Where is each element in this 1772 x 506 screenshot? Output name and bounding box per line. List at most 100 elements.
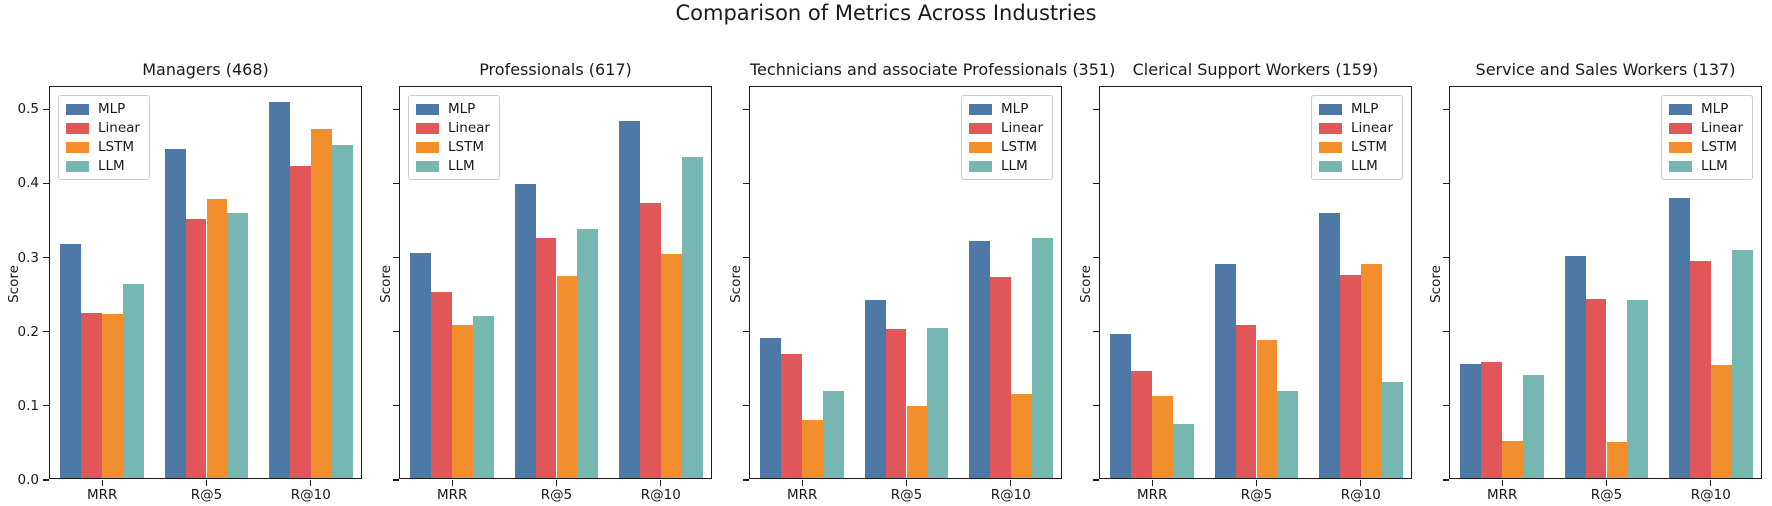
legend-swatch-linear	[416, 122, 439, 134]
legend-swatch-lstm	[969, 141, 993, 153]
x-tick-label: R@5	[190, 487, 223, 503]
legend-label: LSTM	[98, 139, 134, 155]
bar-linear-r-10	[989, 277, 1011, 478]
subplot-title: Professionals (617)	[479, 60, 632, 79]
bar-linear-r-5	[185, 219, 207, 478]
x-tick	[1255, 480, 1258, 486]
subplot-clerical-support-workers-159: Clerical Support Workers (159) Score MRR R@…	[1078, 60, 1412, 503]
bar-linear-r-10	[1339, 274, 1361, 478]
legend-swatch-mlp	[416, 103, 439, 115]
bar-lstm-r-5	[1606, 441, 1628, 478]
legend-item-mlp: MLP	[969, 101, 1043, 117]
legend-item-lstm: LSTM	[66, 139, 140, 155]
bar-linear-mrr	[1131, 371, 1153, 478]
x-tick-label: MRR	[436, 487, 468, 503]
legend-label: Linear	[1351, 120, 1393, 136]
bar-mlp-r-10	[619, 121, 640, 478]
legend-item-lstm: LSTM	[969, 139, 1043, 155]
bar-linear-r-10	[289, 165, 311, 478]
bar-lstm-mrr	[802, 420, 824, 478]
bar-linear-r-5	[1585, 299, 1607, 478]
legend: MLP Linear LSTM LLM	[961, 95, 1053, 180]
bar-llm-r-10	[1731, 250, 1753, 478]
x-tick	[1010, 480, 1012, 486]
y-axis-label: Score	[1428, 264, 1444, 303]
y-tick	[743, 405, 749, 407]
y-tick	[1443, 331, 1449, 333]
y-tick	[1093, 331, 1099, 333]
y-tick-label: 0.2	[17, 323, 39, 340]
x-tick-label: R@10	[1340, 487, 1381, 503]
y-tick	[393, 182, 399, 185]
subplot-technicians-and-associate-professionals-351: Technicians and associate Professionals …	[728, 60, 1115, 503]
bar-lstm-r-10	[310, 128, 332, 478]
legend-swatch-linear	[1319, 122, 1343, 134]
legend-item-llm: LLM	[969, 158, 1043, 174]
legend-item-mlp: MLP	[416, 101, 490, 117]
x-tick-label: R@10	[290, 487, 331, 503]
bar-mlp-r-5	[514, 183, 536, 478]
bar-lstm-r-5	[906, 406, 928, 478]
legend-item-mlp: MLP	[66, 101, 140, 117]
y-tick	[43, 256, 49, 259]
y-tick	[743, 479, 749, 481]
legend-swatch-llm	[1669, 160, 1693, 172]
bar-lstm-mrr	[1502, 440, 1524, 478]
legend-label: Linear	[98, 120, 140, 136]
bar-llm-r-5	[927, 328, 949, 478]
bar-linear-mrr	[81, 312, 103, 478]
bar-mlp-mrr	[410, 252, 432, 478]
legend-label: MLP	[98, 101, 126, 117]
y-tick	[43, 331, 49, 333]
chart-title: Comparison of Metrics Across Industries	[675, 1, 1097, 25]
subplot-managers-468: Managers (468) Score 0.0 0.1 0.2 0.3 0.4 0.5 MRR…	[6, 60, 362, 503]
bar-linear-mrr	[1481, 362, 1503, 478]
y-tick-label: 0.4	[17, 175, 39, 192]
legend-item-linear: Linear	[416, 120, 490, 136]
bar-mlp-r-10	[1319, 213, 1340, 478]
y-tick	[743, 108, 749, 110]
x-tick-label: R@5	[1240, 487, 1273, 503]
bar-lstm-r-5	[1256, 340, 1278, 478]
bar-linear-r-10	[1689, 260, 1711, 478]
legend-item-llm: LLM	[1669, 158, 1743, 174]
legend-label: LSTM	[1701, 139, 1738, 155]
bar-llm-r-5	[577, 228, 599, 478]
bar-llm-r-5	[1277, 390, 1299, 478]
bar-mlp-r-5	[1564, 256, 1586, 478]
legend-item-linear: Linear	[1319, 120, 1393, 136]
legend-item-linear: Linear	[66, 120, 140, 136]
legend-item-lstm: LSTM	[416, 139, 490, 155]
legend-label: Linear	[1701, 120, 1743, 136]
y-axis-label: Score	[1078, 264, 1094, 303]
legend-label: MLP	[1701, 101, 1729, 117]
y-tick	[1443, 256, 1449, 259]
bar-mlp-r-10	[269, 102, 290, 478]
y-tick	[743, 182, 749, 185]
bar-linear-r-10	[639, 202, 661, 478]
legend-item-lstm: LSTM	[1669, 139, 1743, 155]
bar-linear-r-5	[535, 237, 557, 478]
x-tick	[451, 480, 453, 486]
legend-label: LSTM	[448, 139, 484, 155]
bar-mlp-mrr	[1110, 334, 1132, 478]
y-tick-label: 0.0	[17, 472, 39, 488]
bar-lstm-mrr	[102, 314, 124, 478]
x-tick	[801, 480, 803, 486]
legend-label: Linear	[448, 120, 490, 136]
y-tick	[743, 331, 749, 333]
legend-item-llm: LLM	[1319, 158, 1393, 174]
y-tick-label: 0.5	[17, 101, 39, 118]
x-tick-label: R@10	[1690, 487, 1731, 503]
legend-swatch-llm	[416, 160, 439, 172]
bar-lstm-mrr	[1152, 396, 1174, 478]
y-axis-label: Score	[6, 264, 22, 303]
y-tick	[1443, 479, 1449, 481]
legend-swatch-mlp	[1319, 103, 1343, 115]
x-tick-label: MRR	[1486, 487, 1518, 503]
legend-swatch-linear	[66, 122, 89, 134]
legend-swatch-llm	[66, 160, 89, 172]
x-tick-label: R@5	[890, 487, 923, 503]
x-tick	[905, 480, 908, 486]
